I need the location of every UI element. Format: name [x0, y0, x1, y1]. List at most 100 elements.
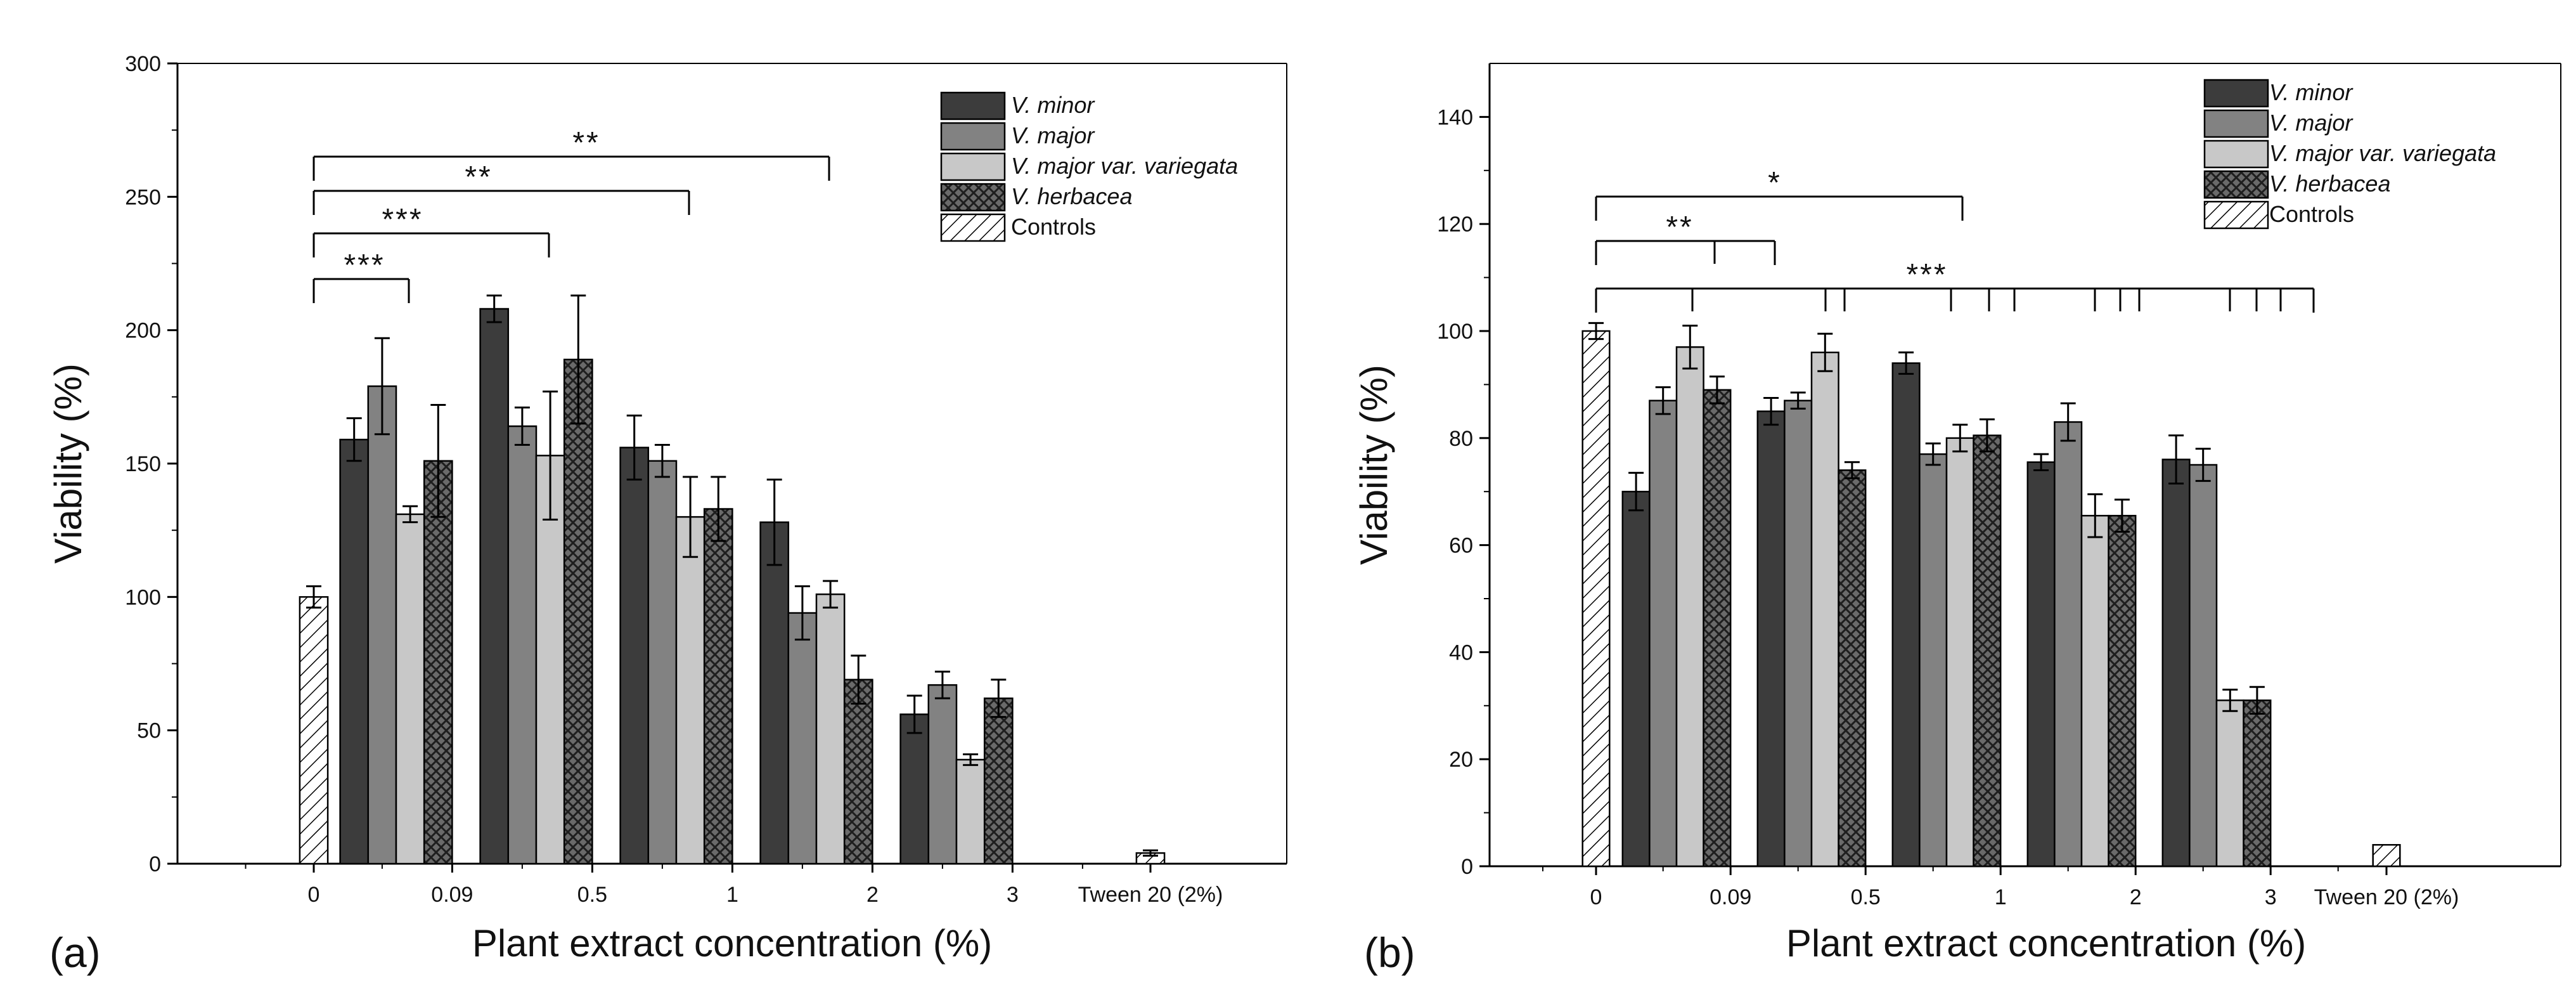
legend-label: V. minor — [2269, 79, 2354, 105]
bar-4-cat-1 — [1703, 389, 1732, 868]
x-tick-label: 2 — [866, 883, 879, 907]
bar-3-cat-2 — [535, 455, 565, 865]
bar-4-cat-4 — [2108, 514, 2137, 868]
y-tick-label: 200 — [125, 319, 161, 343]
bar-2-cat-1 — [367, 385, 397, 865]
legend-swatch — [940, 152, 1006, 181]
legend-swatch — [2203, 170, 2269, 199]
bar-1-cat-1 — [339, 438, 370, 865]
bar-2-cat-1 — [1649, 400, 1678, 868]
legend-swatch — [2203, 79, 2269, 108]
bar-1-cat-5 — [2161, 458, 2191, 868]
bar-1-cat-1 — [1621, 490, 1651, 868]
legend-label: V. major — [2269, 110, 2354, 136]
x-tick-label: 3 — [1007, 883, 1019, 907]
bar-3-cat-1 — [1675, 346, 1704, 868]
x-tick-label: 0 — [1590, 885, 1602, 909]
legend-swatch — [940, 183, 1006, 212]
y-tick-label: 100 — [125, 585, 161, 609]
y-tick-label: 150 — [125, 452, 161, 476]
bar-4-cat-2 — [563, 358, 593, 865]
chart-panel-b: 0 20 40 60 80 100 120 140 0 0.09 0.5 1 2 3 Tween 20 (2… — [1353, 63, 2561, 976]
significance-stars: *** — [1906, 258, 1947, 292]
bar-2-cat-5 — [2189, 464, 2218, 868]
legend-swatch — [2203, 140, 2269, 169]
legend-swatch — [940, 213, 1006, 242]
legend-label: Controls — [2269, 201, 2354, 227]
bar-2-cat-3 — [1919, 453, 1948, 868]
x-tick-label: Tween 20 (2%) — [1078, 883, 1223, 907]
significance-stars: ** — [1666, 211, 1693, 244]
x-tick-label: 0 — [308, 883, 320, 907]
x-tick-label: 0.5 — [577, 883, 607, 907]
bar-4-cat-5 — [2243, 699, 2272, 868]
control-bar-2 — [2372, 843, 2401, 868]
bar-4-cat-3 — [703, 508, 733, 865]
bar-3-cat-4 — [2080, 514, 2109, 868]
panel-label: (a) — [49, 929, 101, 976]
bar-3-cat-3 — [1945, 437, 1974, 868]
y-tick-label: 20 — [1449, 748, 1473, 772]
y-axis-title: Viability (%) — [1353, 365, 1395, 565]
x-tick-label: Tween 20 (2%) — [2314, 885, 2459, 909]
y-tick-label: 250 — [125, 185, 161, 209]
y-tick-label: 40 — [1449, 640, 1473, 665]
bar-3-cat-5 — [2215, 699, 2244, 868]
legend-label: V. herbacea — [2269, 171, 2390, 197]
legend-swatch — [2203, 200, 2269, 230]
bar-2-cat-4 — [2054, 421, 2083, 868]
significance-stars: ** — [572, 126, 600, 160]
legend-label: Controls — [1011, 214, 1096, 240]
bar-2-cat-3 — [647, 460, 678, 865]
bar-1-cat-4 — [2026, 461, 2056, 868]
significance-stars: *** — [344, 249, 385, 282]
bar-4-cat-2 — [1838, 469, 1867, 868]
bar-4-cat-4 — [843, 679, 873, 865]
significance-stars: ** — [465, 160, 492, 194]
bar-1-cat-3 — [619, 446, 650, 865]
y-tick-label: 60 — [1449, 534, 1473, 558]
x-tick-label: 0.09 — [431, 883, 473, 907]
significance-stars: *** — [382, 203, 423, 237]
legend-swatch — [2203, 109, 2269, 138]
bar-1-cat-5 — [899, 713, 930, 865]
y-axis-title: Viability (%) — [47, 363, 89, 564]
x-tick-label: 1 — [726, 883, 738, 907]
significance-stars: * — [1768, 166, 1782, 200]
control-bar-1 — [299, 596, 329, 865]
bar-2-cat-2 — [507, 425, 538, 865]
y-tick-label: 50 — [137, 719, 161, 743]
control-bar-1 — [1581, 330, 1611, 868]
bar-3-cat-3 — [675, 516, 705, 865]
legend-swatch — [940, 91, 1006, 120]
legend-label: V. minor — [1011, 92, 1095, 118]
y-tick-label: 120 — [1437, 212, 1473, 237]
bar-2-cat-5 — [927, 684, 958, 865]
x-tick-label: 0.09 — [1710, 885, 1751, 909]
bar-3-cat-4 — [815, 593, 846, 865]
bar-3-cat-5 — [955, 758, 986, 865]
bar-4-cat-3 — [1973, 434, 2002, 868]
x-tick-label: 1 — [1995, 885, 2007, 909]
y-tick-label: 80 — [1449, 427, 1473, 451]
legend-label: V. major — [1011, 122, 1095, 148]
bar-1-cat-3 — [1891, 362, 1921, 868]
legend-label: V. herbacea — [1011, 183, 1132, 209]
bar-1-cat-2 — [479, 308, 510, 865]
bar-2-cat-4 — [787, 612, 818, 865]
x-axis-title: Plant extract concentration (%) — [472, 922, 992, 965]
bar-4-cat-5 — [983, 697, 1014, 865]
bar-3-cat-2 — [1810, 351, 1839, 868]
y-tick-label: 0 — [149, 852, 161, 876]
bar-3-cat-1 — [395, 513, 425, 865]
legend-swatch — [940, 122, 1006, 151]
y-tick-label: 300 — [125, 52, 161, 76]
y-tick-label: 0 — [1461, 855, 1473, 879]
y-tick-label: 140 — [1437, 105, 1473, 129]
chart-panel-a: 0 50 100 150 200 250 300 0 0.09 0.5 1 2 3 Tween 20 (2… — [47, 52, 1287, 976]
bar-4-cat-1 — [423, 460, 453, 865]
bar-1-cat-2 — [1756, 410, 1786, 868]
x-tick-label: 0.5 — [1851, 885, 1881, 909]
x-axis-title: Plant extract concentration (%) — [1786, 922, 2306, 965]
